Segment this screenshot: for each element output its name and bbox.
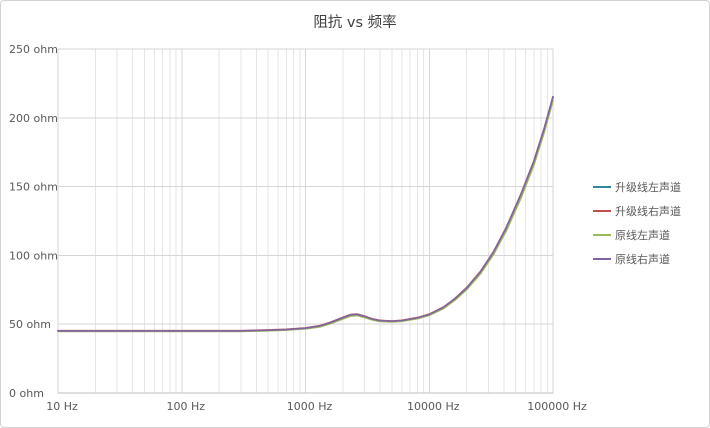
x-tick-label: 100 Hz	[166, 400, 205, 413]
y-tick-label: 150 ohm	[9, 181, 58, 194]
y-tick-label: 250 ohm	[9, 43, 58, 56]
x-axis-labels: 10 Hz 100 Hz 1000 Hz 10000 Hz 100000 Hz	[46, 400, 587, 413]
y-tick-label: 100 ohm	[9, 249, 58, 262]
legend-label-0: 升级线左声道	[615, 180, 681, 194]
x-tick-label: 10000 Hz	[407, 400, 460, 413]
x-tick-label: 10 Hz	[46, 400, 78, 413]
legend-label-1: 升级线右声道	[615, 204, 681, 218]
legend-label-2: 原线左声道	[615, 228, 670, 242]
y-tick-label: 50 ohm	[9, 318, 51, 331]
y-tick-label: 200 ohm	[9, 112, 58, 125]
legend-label-3: 原线右声道	[615, 252, 670, 266]
y-tick-label: 0 ohm	[9, 387, 44, 400]
y-axis-labels: 0 ohm 50 ohm 100 ohm 150 ohm 200 ohm 250 ohm	[9, 43, 58, 400]
chart-title: 阻抗 vs 频率	[313, 15, 397, 31]
series-line-3	[57, 96, 554, 332]
gridlines	[57, 48, 554, 394]
x-tick-label: 1000 Hz	[287, 400, 333, 413]
series-lines	[57, 95, 554, 333]
x-tick-label: 100000 Hz	[527, 400, 587, 413]
